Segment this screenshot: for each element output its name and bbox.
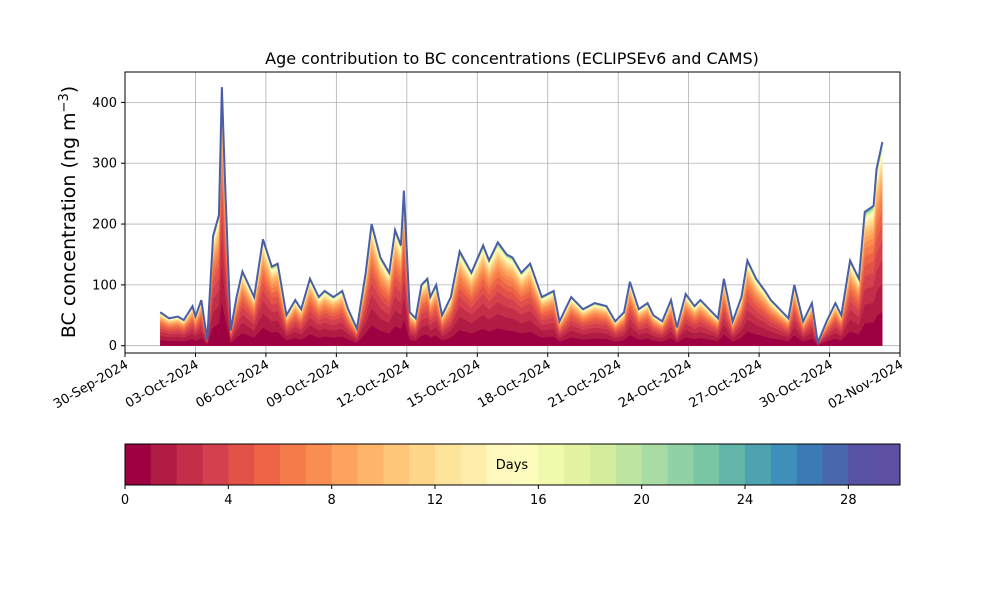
colorbar-bin: [460, 444, 488, 485]
colorbar-bin: [125, 444, 152, 485]
colorbar-tick-label: 20: [633, 493, 650, 508]
colorbar-bin: [796, 444, 823, 485]
y-tick-label: 400: [92, 96, 117, 111]
colorbar-ticks: 0 4 8 12 16 20 24 28: [121, 485, 857, 508]
colorbar-bin: [590, 444, 617, 485]
colorbar-bin: [874, 444, 901, 485]
axes-frame: [124, 71, 901, 354]
colorbar-bin: [770, 444, 798, 485]
colorbar-bin: [409, 444, 436, 485]
colorbar-bin: [486, 444, 513, 485]
colorbar-bin: [693, 444, 720, 485]
y-tick-label: 100: [92, 278, 117, 293]
age-bin-area-1: [160, 266, 883, 346]
y-tick-label: 0: [109, 339, 117, 354]
colorbar-tick-label: 28: [840, 493, 857, 508]
y-axis-label: BC concentration (ng m−3): [57, 86, 81, 338]
colorbar-tick-label: 12: [427, 493, 444, 508]
y-tick-label: 300: [92, 157, 117, 172]
y-axis-label-main: BC concentration (ng m: [58, 112, 80, 338]
colorbar-bin: [564, 444, 591, 485]
colorbar-tick-label: 4: [224, 493, 232, 508]
colorbar-bin: [848, 444, 875, 485]
colorbar-bin: [719, 444, 746, 485]
y-axis-ticks: 0 100 200 300 400: [92, 96, 125, 354]
colorbar-bin: [822, 444, 849, 485]
colorbar-bin: [228, 444, 255, 485]
colorbar-bin: [512, 444, 539, 485]
colorbar-bin: [280, 444, 307, 485]
age-bin-area-0: [160, 302, 883, 346]
stacked-areas: [160, 87, 883, 346]
colorbar: Days 0 4 8 12 16 20 24 28: [121, 443, 901, 508]
y-tick-label: 200: [92, 218, 117, 233]
colorbar-bin: [667, 444, 694, 485]
colorbar-bin: [538, 444, 565, 485]
colorbar-bin: [150, 444, 178, 485]
colorbar-bin: [176, 444, 203, 485]
total-concentration-line: [159, 87, 884, 347]
y-axis-label-superscript: −3: [57, 93, 72, 112]
colorbar-bin: [254, 444, 281, 485]
colorbar-bin: [641, 444, 668, 485]
colorbar-tick-label: 8: [328, 493, 336, 508]
colorbar-bin: [202, 444, 229, 485]
colorbar-bin: [745, 444, 772, 485]
colorbar-tick-label: 16: [530, 493, 547, 508]
colorbar-label: Days: [496, 458, 529, 473]
colorbar-frame: [124, 443, 901, 486]
colorbar-bin: [435, 444, 462, 485]
colorbar-bin: [615, 444, 643, 485]
colorbar-bin: [383, 444, 410, 485]
chart-title: Age contribution to BC concentrations (E…: [265, 49, 759, 68]
colorbar-tick-label: 24: [737, 493, 754, 508]
colorbar-bin: [331, 444, 358, 485]
colorbar-bins: [125, 444, 901, 485]
y-axis-label-close: ): [58, 86, 80, 93]
colorbar-bin: [305, 444, 333, 485]
colorbar-bin: [357, 444, 384, 485]
colorbar-tick-label: 0: [121, 493, 129, 508]
